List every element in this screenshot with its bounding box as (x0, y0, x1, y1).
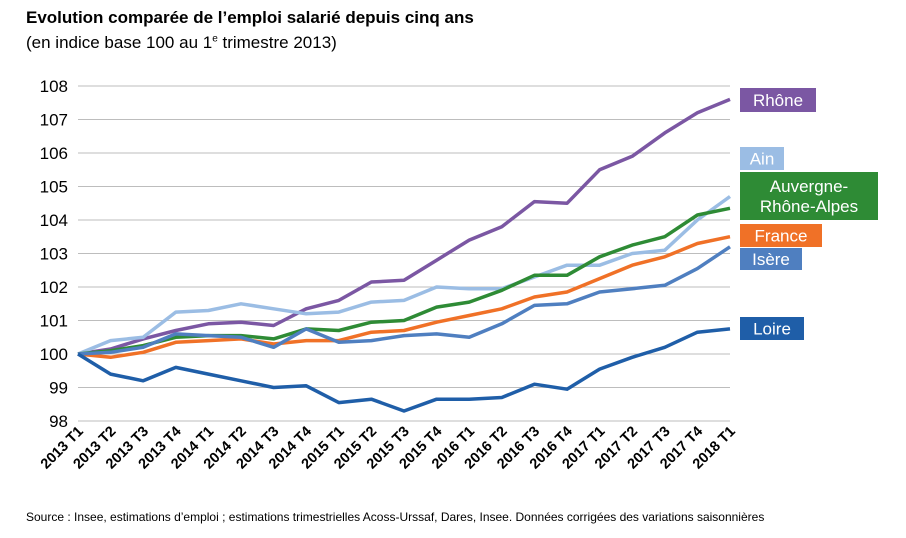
y-tick-label: 100 (40, 345, 68, 364)
series-line-ain (77, 195, 732, 356)
series-label-text: Isère (752, 250, 790, 269)
chart-title: Evolution comparée de l’emploi salarié d… (26, 8, 474, 27)
series-line-auvergne-rh-ne-alpes (77, 206, 731, 356)
subtitle-superscript: e (212, 33, 218, 45)
y-tick-label: 108 (40, 77, 68, 96)
line-chart: 108 107 106 105 104 103 102 101 100 99 98 2013 T12… (38, 77, 878, 473)
series-label-box (740, 248, 802, 270)
series-line-loire (77, 327, 731, 413)
y-tick-label: 104 (40, 211, 68, 230)
series-label-loire: Loire (740, 317, 804, 340)
y-axis-ticks: 108 107 106 105 104 103 102 101 100 99 98 (40, 77, 68, 431)
series-label-box (740, 147, 784, 170)
subtitle-text-end: trimestre 2013) (217, 33, 337, 52)
y-tick-label: 105 (40, 178, 68, 197)
chart-subtitle: (en indice base 100 au 1e trimestre 2013… (26, 33, 337, 53)
series-label-text: Auvergne- (770, 177, 848, 196)
y-tick-label: 106 (40, 144, 68, 163)
series-label-box (740, 224, 822, 247)
y-tick-label: 98 (49, 412, 68, 431)
series-label-rh-ne: Rhône (740, 88, 816, 112)
y-tick-label: 101 (40, 312, 68, 331)
series-label-ain: Ain (740, 147, 784, 170)
series-lines (77, 97, 732, 413)
source-note: Source : Insee, estimations d’emploi ; e… (26, 510, 765, 524)
series-label-box (740, 317, 804, 340)
series-line-is-re (77, 245, 731, 356)
y-tick-label: 107 (40, 111, 68, 130)
series-labels: Rhône Ain Auvergne-Rhône-Alpes France Isère L… (740, 88, 878, 340)
series-label-is-re: Isère (740, 248, 802, 270)
series-label-box (740, 88, 816, 112)
series-label-text: Rhône (753, 91, 803, 110)
y-tick-label: 99 (49, 379, 68, 398)
series-label-auvergne-rh-ne-alpes: Auvergne-Rhône-Alpes (740, 172, 878, 220)
series-line-rh-ne (77, 97, 731, 356)
series-label-text: Loire (753, 320, 791, 339)
subtitle-text-start: (en indice base 100 au 1 (26, 33, 213, 52)
series-line-france (77, 234, 731, 360)
series-label-text: Rhône-Alpes (760, 197, 858, 216)
series-label-text: France (755, 227, 808, 246)
series-label-text: Ain (750, 150, 775, 169)
y-tick-label: 103 (40, 245, 68, 264)
series-label-box (740, 172, 878, 220)
y-tick-label: 102 (40, 278, 68, 297)
series-label-france: France (740, 224, 822, 247)
